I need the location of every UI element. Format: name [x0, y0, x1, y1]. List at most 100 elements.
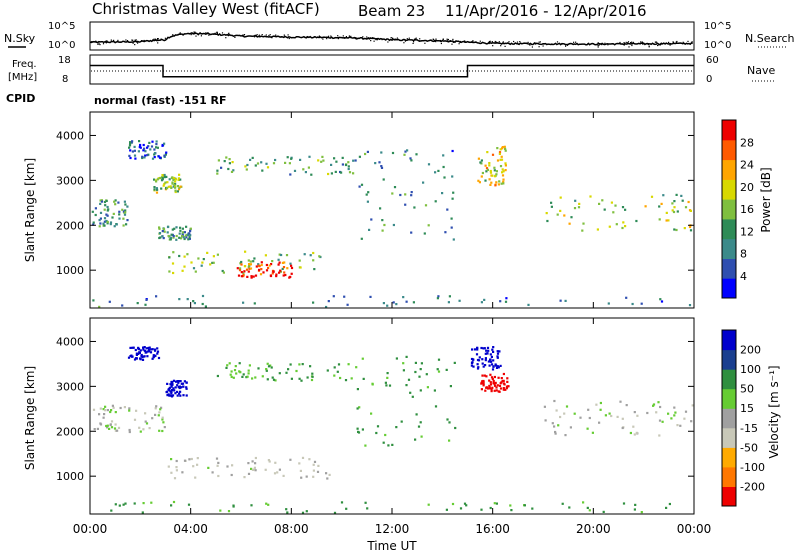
range-cell [181, 269, 184, 272]
range-cell [239, 267, 242, 270]
colorbar-tick-label: 24 [740, 159, 754, 172]
noise-point [228, 32, 230, 34]
range-cell [226, 364, 229, 367]
range-cell [290, 272, 293, 275]
range-cell [103, 217, 107, 220]
range-cell [569, 426, 572, 429]
range-cell [480, 159, 483, 162]
range-cell [141, 156, 144, 160]
range-cell [174, 178, 177, 181]
range-cell [170, 233, 173, 236]
range-cell [188, 232, 191, 235]
power-panel: 1000 2000 3000 4000 Slant Range [km] 28 24 20… [23, 111, 773, 309]
noise-point [234, 36, 236, 38]
range-cell [629, 431, 632, 435]
colorbar-segment [722, 349, 736, 370]
range-cell [434, 405, 438, 408]
range-cell [496, 147, 499, 150]
range-cell [124, 203, 127, 206]
range-cell [399, 193, 402, 197]
noise-point [601, 44, 603, 46]
range-cell [501, 147, 504, 150]
range-cell [559, 415, 562, 419]
range-cell [659, 298, 662, 301]
range-cell [179, 229, 182, 232]
range-cell [671, 202, 674, 205]
range-cell [104, 405, 107, 408]
range-cell [343, 295, 346, 298]
range-cell [144, 412, 147, 415]
range-cell [163, 154, 166, 157]
range-cell [328, 473, 331, 476]
range-cell [112, 212, 115, 215]
range-cell [271, 260, 274, 263]
range-cell [281, 261, 284, 264]
noise-point [117, 39, 119, 41]
range-cell [391, 151, 395, 155]
noise-point [495, 41, 498, 43]
noise-point [516, 41, 519, 43]
range-cell [337, 363, 341, 366]
range-cell [242, 275, 245, 278]
range-cell [141, 155, 144, 158]
range-cell [143, 349, 146, 352]
noise-point [337, 35, 339, 37]
noise-point [513, 40, 515, 43]
noise-point [113, 39, 115, 41]
range-cell [313, 268, 316, 271]
noise-point [538, 41, 540, 43]
noise-point [672, 41, 674, 43]
range-cell [169, 383, 172, 386]
range-cell [201, 302, 204, 306]
range-cell [681, 199, 684, 202]
range-cell [578, 202, 581, 205]
range-cell [286, 267, 289, 270]
range-cell [153, 156, 156, 159]
range-cell [485, 386, 488, 389]
range-cell [485, 167, 489, 170]
range-cell [282, 474, 285, 477]
range-cell [480, 301, 483, 304]
colorbar-tick-label: 50 [740, 383, 754, 396]
range-cell [100, 200, 104, 203]
range-cell [178, 385, 181, 388]
range-cell [185, 394, 188, 397]
range-cell [347, 167, 350, 171]
range-cell [358, 155, 361, 158]
noise-point [538, 46, 540, 48]
range-cell [249, 267, 253, 270]
range-cell [265, 269, 269, 272]
range-cell [395, 303, 398, 306]
range-cell [175, 469, 178, 472]
noise-point [628, 46, 630, 48]
range-cell [157, 155, 160, 158]
range-cell [545, 212, 548, 215]
noise-point [403, 42, 405, 44]
range-cell [415, 153, 418, 156]
range-cell [607, 302, 610, 305]
range-cell [125, 223, 128, 226]
noise-point [208, 34, 210, 36]
range-cell [341, 163, 344, 166]
range-cell [500, 155, 503, 158]
range-cell [305, 510, 308, 513]
range-cell [128, 407, 131, 410]
range-cell [261, 169, 264, 172]
noise-point [676, 40, 678, 43]
range-cell [153, 348, 157, 351]
range-cell [610, 414, 613, 418]
range-cell [246, 375, 249, 378]
range-cell [99, 222, 102, 225]
noise-point [412, 42, 414, 44]
noise-point [669, 44, 671, 46]
noise-right-tick-low: 10^0 [704, 40, 731, 51]
range-cell [179, 178, 182, 181]
range-cell [413, 206, 416, 209]
range-cell [487, 349, 490, 352]
range-cell [655, 411, 658, 414]
range-cell [412, 301, 415, 304]
range-cell [266, 166, 270, 169]
range-cell [166, 382, 169, 385]
range-cell [131, 355, 134, 358]
range-cell [484, 164, 487, 167]
